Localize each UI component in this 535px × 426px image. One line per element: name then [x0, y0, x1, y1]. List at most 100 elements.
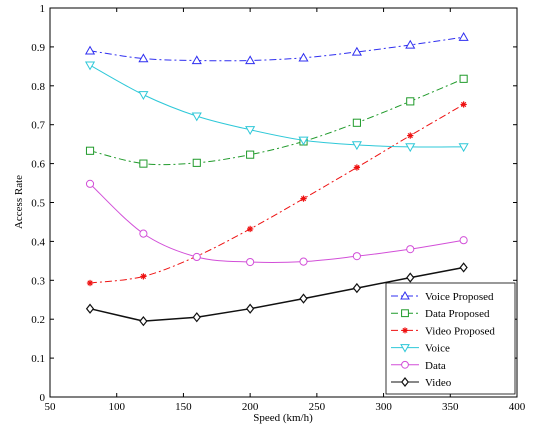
legend-label: Data	[425, 360, 446, 372]
y-tick-label: 0.3	[31, 275, 45, 287]
data-point	[86, 279, 94, 287]
data-point	[300, 195, 307, 202]
x-tick-label: 150	[175, 401, 192, 413]
data-point	[139, 159, 148, 168]
data-point	[400, 344, 410, 353]
data-point-stroke	[247, 226, 253, 232]
y-tick-label: 1	[40, 3, 46, 15]
data-point	[402, 327, 408, 334]
data-point	[459, 236, 468, 245]
series-data	[85, 179, 468, 267]
data-point-stroke	[87, 280, 93, 286]
data-point	[84, 45, 96, 55]
data-point	[352, 252, 361, 261]
data-point	[246, 225, 254, 233]
y-tick-label: 0.2	[31, 314, 45, 326]
y-tick-label: 0.8	[31, 81, 45, 93]
data-point	[459, 262, 468, 273]
data-point	[459, 74, 468, 83]
y-tick-label: 0	[40, 392, 46, 404]
data-point	[299, 257, 308, 266]
data-point	[298, 136, 309, 146]
legend-label: Video Proposed	[425, 325, 495, 337]
data-point	[140, 273, 147, 280]
legend-item: Video Proposed	[391, 325, 495, 337]
y-axis-label: Access Rate	[13, 175, 25, 229]
series-line	[89, 266, 464, 322]
data-point	[245, 126, 256, 135]
data-point-stroke	[460, 101, 467, 108]
data-point	[85, 179, 95, 188]
legend-label: Video	[425, 377, 452, 389]
legend-label: Data Proposed	[425, 308, 490, 320]
y-tick-label: 0.6	[31, 159, 45, 171]
data-point	[351, 46, 362, 56]
y-tick-label: 0.7	[31, 120, 45, 132]
series-line	[89, 104, 464, 284]
data-point	[400, 290, 410, 300]
x-tick-label: 300	[375, 401, 392, 413]
series-voice	[84, 61, 469, 153]
x-axis-label: Speed (km/h)	[253, 412, 313, 424]
data-point-stroke	[140, 273, 147, 280]
series-line	[89, 64, 464, 148]
series-line	[89, 78, 464, 166]
data-point	[191, 55, 202, 65]
data-point	[458, 31, 469, 41]
data-point	[406, 272, 415, 283]
data-point	[401, 309, 409, 318]
data-point	[352, 118, 361, 127]
y-axis: 0 0.1 0.2 0.3 0.4 0.5 0.6 0.7 0.8 0.9 1	[31, 3, 517, 404]
data-point-stroke	[300, 195, 307, 202]
legend-item: Data Proposed	[391, 308, 490, 320]
x-tick-label: 250	[309, 401, 326, 413]
y-tick-label: 0.1	[31, 353, 45, 365]
data-point	[246, 303, 255, 314]
data-point-stroke	[407, 132, 413, 139]
data-point	[245, 55, 256, 65]
data-point	[405, 143, 416, 153]
y-tick-label: 0.9	[31, 42, 45, 54]
data-point	[298, 52, 309, 62]
data-point	[85, 303, 95, 314]
x-tick-label: 50	[45, 401, 57, 413]
data-point	[85, 146, 95, 155]
data-point	[406, 245, 415, 254]
data-point	[138, 53, 149, 63]
legend-box	[385, 282, 516, 395]
data-point	[353, 164, 361, 171]
legend-label: Voice Proposed	[425, 291, 494, 303]
data-point	[405, 39, 416, 49]
x-tick-label: 350	[442, 401, 459, 413]
data-point	[401, 377, 409, 387]
data-point	[192, 158, 201, 167]
data-point	[458, 143, 469, 153]
x-tick-label: 200	[242, 401, 259, 413]
data-point	[138, 91, 149, 100]
data-point	[246, 257, 255, 267]
data-point	[84, 61, 96, 71]
y-tick-label: 0.4	[31, 236, 45, 248]
y-tick-label: 0.5	[31, 198, 45, 210]
data-point-stroke	[402, 327, 408, 333]
series-video	[85, 262, 468, 327]
data-point	[352, 282, 362, 294]
series-video-proposed	[86, 101, 467, 287]
data-point	[246, 150, 255, 159]
data-point	[192, 312, 201, 323]
legend-item: Data	[391, 360, 446, 372]
series-line	[89, 36, 464, 62]
data-point	[139, 315, 148, 327]
data-point	[460, 101, 467, 108]
legend-item: Video	[391, 377, 452, 389]
legend-label: Voice	[425, 343, 450, 355]
data-point	[401, 360, 409, 369]
data-point	[191, 112, 202, 122]
x-axis: 50 100 150 200 250 300 350 400	[45, 8, 526, 413]
data-point	[351, 141, 362, 151]
data-point	[406, 97, 415, 106]
data-point	[407, 132, 414, 139]
data-point	[299, 293, 308, 304]
data-point-stroke	[354, 164, 360, 171]
